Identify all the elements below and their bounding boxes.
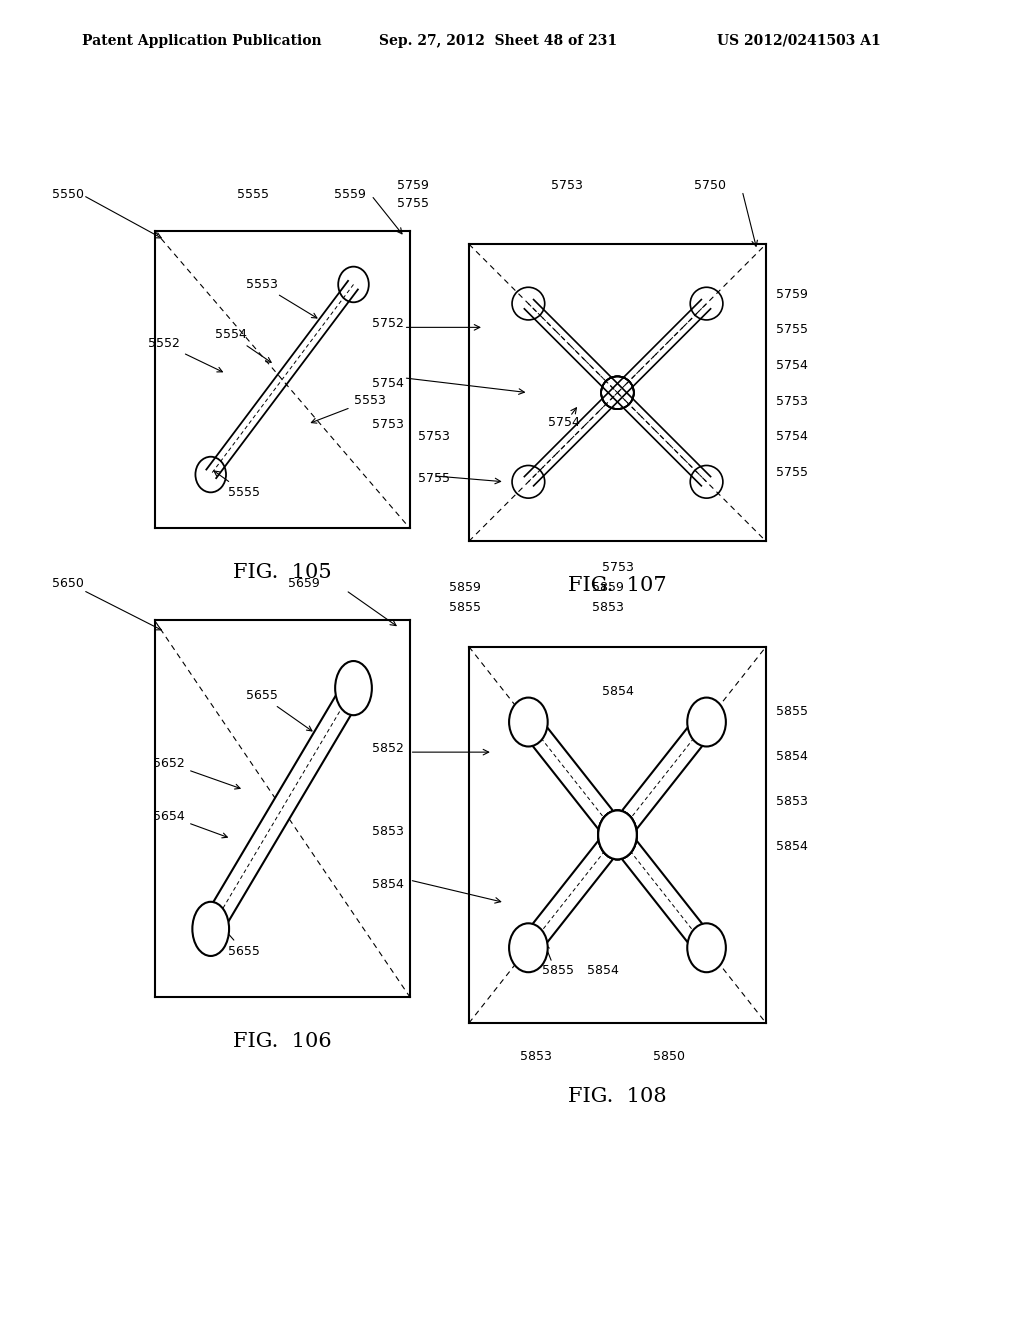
Text: 5753: 5753 xyxy=(776,395,808,408)
Text: 5654: 5654 xyxy=(154,809,227,838)
Text: 5855: 5855 xyxy=(776,705,808,718)
Text: 5552: 5552 xyxy=(148,338,222,372)
Text: 5854: 5854 xyxy=(601,685,634,698)
Text: FIG.  106: FIG. 106 xyxy=(232,1032,332,1051)
Text: 5755: 5755 xyxy=(776,466,808,479)
Text: 5755: 5755 xyxy=(776,323,808,337)
Text: 5850: 5850 xyxy=(653,1049,685,1063)
Text: 5852: 5852 xyxy=(372,742,403,755)
Text: 5853: 5853 xyxy=(520,1049,552,1063)
Circle shape xyxy=(598,810,637,859)
Text: 5855: 5855 xyxy=(542,964,574,977)
Text: 5655: 5655 xyxy=(213,917,260,958)
Text: 5854: 5854 xyxy=(587,964,618,977)
Text: Sep. 27, 2012  Sheet 48 of 231: Sep. 27, 2012 Sheet 48 of 231 xyxy=(379,34,617,48)
Text: 5650: 5650 xyxy=(52,577,84,590)
Circle shape xyxy=(509,923,548,973)
Text: 5752: 5752 xyxy=(372,317,403,330)
Text: 5755: 5755 xyxy=(418,471,450,484)
Text: 5754: 5754 xyxy=(548,416,580,429)
Text: 5754: 5754 xyxy=(776,359,808,372)
Circle shape xyxy=(687,923,726,973)
Text: 5555: 5555 xyxy=(214,471,260,499)
Text: 5759: 5759 xyxy=(776,288,808,301)
Text: 5853: 5853 xyxy=(592,601,624,614)
Text: 5554: 5554 xyxy=(215,329,271,363)
Text: 5859: 5859 xyxy=(592,581,624,594)
Circle shape xyxy=(335,661,372,715)
Text: 5853: 5853 xyxy=(776,795,808,808)
Text: US 2012/0241503 A1: US 2012/0241503 A1 xyxy=(717,34,881,48)
Text: 5559: 5559 xyxy=(334,187,366,201)
Circle shape xyxy=(687,697,726,747)
Text: 5854: 5854 xyxy=(372,878,403,891)
Text: 5555: 5555 xyxy=(237,187,268,201)
Text: 5655: 5655 xyxy=(246,689,312,731)
Text: 5652: 5652 xyxy=(154,756,240,789)
Text: 5854: 5854 xyxy=(776,840,808,853)
Text: 5755: 5755 xyxy=(397,197,429,210)
Circle shape xyxy=(598,810,637,859)
Text: 5854: 5854 xyxy=(776,750,808,763)
Text: 5550: 5550 xyxy=(52,187,84,201)
Text: FIG.  105: FIG. 105 xyxy=(232,564,332,582)
Text: 5753: 5753 xyxy=(601,561,634,574)
Text: 5750: 5750 xyxy=(694,178,726,191)
Text: 5659: 5659 xyxy=(288,577,319,590)
Text: 5753: 5753 xyxy=(551,178,583,191)
Text: 5855: 5855 xyxy=(449,601,480,614)
Circle shape xyxy=(598,810,637,859)
Text: 5859: 5859 xyxy=(449,581,480,594)
Text: 5759: 5759 xyxy=(397,178,429,191)
Text: 5753: 5753 xyxy=(418,430,450,444)
Text: Patent Application Publication: Patent Application Publication xyxy=(82,34,322,48)
Text: 5853: 5853 xyxy=(372,825,403,838)
Text: 5753: 5753 xyxy=(372,418,403,432)
Circle shape xyxy=(509,697,548,747)
Text: 5553: 5553 xyxy=(311,393,385,424)
Text: 5553: 5553 xyxy=(246,279,316,318)
Text: FIG.  107: FIG. 107 xyxy=(568,577,667,595)
Text: 5754: 5754 xyxy=(372,376,403,389)
Text: 5754: 5754 xyxy=(776,430,808,444)
Circle shape xyxy=(193,902,229,956)
Circle shape xyxy=(598,810,637,859)
Text: FIG.  108: FIG. 108 xyxy=(568,1088,667,1106)
